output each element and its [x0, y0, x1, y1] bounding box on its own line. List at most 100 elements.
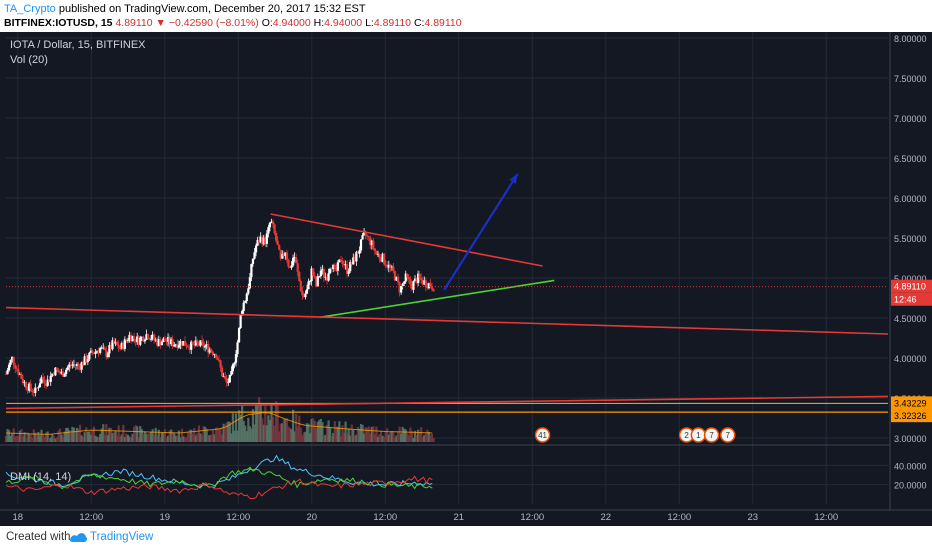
candle-body [374, 249, 376, 251]
candle-body [307, 281, 309, 289]
price-tick-label: 5.50000 [894, 234, 927, 244]
candle-body [238, 328, 240, 342]
candle-body [65, 370, 67, 374]
event-marker-label: 7 [709, 431, 714, 440]
last-price-tag: 4.89110 [894, 282, 926, 292]
tradingview-logo-icon[interactable] [68, 530, 88, 544]
price-tick-label: 3.00000 [894, 434, 927, 444]
candle-body [247, 288, 249, 293]
candle-body [368, 236, 370, 237]
candle-body [30, 384, 32, 390]
candle-body [192, 342, 194, 344]
candle-body [318, 276, 320, 277]
created-with-text: Created with [6, 531, 71, 543]
candle-body [252, 259, 254, 264]
symbol-label: BITFINEX:IOTUSD, 15 [4, 17, 113, 29]
candle-body [267, 227, 269, 233]
candle-body [403, 281, 405, 283]
candle-body [118, 345, 120, 348]
candle-body [50, 376, 52, 382]
tradingview-brand[interactable]: TradingView [90, 531, 153, 543]
volume-bar [432, 438, 434, 442]
candle-body [250, 264, 252, 277]
candle-body [383, 254, 385, 264]
candle-body [91, 351, 93, 354]
candle-body [320, 271, 322, 276]
candle-body [164, 339, 166, 341]
event-marker-label: 1 [696, 431, 701, 440]
candle-body [104, 348, 106, 350]
author-link[interactable]: TA_Crypto [4, 3, 56, 15]
candle-body [94, 352, 96, 354]
candle-body [219, 360, 221, 367]
candle-body [432, 289, 434, 291]
candle-body [272, 221, 274, 224]
candle-body [275, 233, 277, 241]
low-value: 4.89110 [374, 17, 411, 29]
candle-body [230, 371, 232, 375]
last-price: 4.89110 [115, 17, 152, 29]
candle-body [87, 359, 89, 362]
candle-body [253, 252, 255, 258]
price-tick-label: 6.00000 [894, 194, 927, 204]
open-value: 4.94000 [273, 17, 311, 29]
candle-body [184, 341, 186, 345]
candle-body [147, 334, 149, 338]
candle-body [56, 368, 58, 370]
candle-body [409, 279, 411, 284]
candle-body [412, 281, 414, 289]
high-value: 4.94000 [324, 17, 362, 29]
candle-body [204, 346, 206, 347]
price-tick-label: 4.50000 [894, 314, 927, 324]
time-tick-label: 20 [306, 512, 317, 523]
dmi-tick-label: 20.0000 [894, 481, 927, 491]
candle-body [408, 277, 410, 279]
candle-body [233, 363, 235, 365]
candle-body [107, 353, 109, 357]
candle-body [286, 252, 288, 259]
candle-body [5, 374, 7, 375]
support-tag-upper: 3.43229 [894, 398, 927, 408]
candle-body [301, 291, 303, 295]
candle-body [340, 259, 342, 261]
candle-body [127, 340, 129, 341]
dmi-tick-label: 40.0000 [894, 461, 927, 471]
candle-body [226, 379, 228, 383]
price-tick-label: 7.00000 [894, 114, 927, 124]
event-marker-label: 41 [538, 431, 547, 440]
candle-body [429, 283, 431, 286]
candle-body [366, 235, 368, 236]
candle-body [385, 264, 387, 265]
candle-body [337, 262, 339, 271]
event-marker-label: 7 [726, 431, 731, 440]
candle-body [304, 294, 306, 297]
candle-body [397, 277, 399, 282]
candle-body [64, 374, 66, 377]
candle-body [323, 269, 325, 277]
candle-body [244, 301, 246, 303]
candle-body [378, 254, 380, 258]
price-tick-label: 8.00000 [894, 34, 927, 44]
candle-body [13, 357, 15, 365]
candle-body [290, 266, 292, 268]
legend-dmi: DMI (14, 14) [10, 471, 71, 483]
candle-body [372, 241, 374, 249]
chart-header: TA_Crypto published on TradingView.com, … [0, 0, 932, 32]
low-label: L: [365, 17, 374, 29]
time-tick-label: 12:00 [373, 512, 397, 523]
candle-body [25, 382, 27, 388]
event-marker-label: 2 [684, 431, 689, 440]
candle-body [327, 273, 329, 280]
candle-body [277, 241, 279, 245]
candle-body [88, 353, 90, 360]
candle-body [306, 289, 308, 293]
countdown-tag: 12:46 [894, 295, 917, 305]
price-chart[interactable]: 412177 8.000007.500007.000006.500006.000… [0, 32, 932, 526]
candle-body [201, 340, 203, 342]
candle-body [348, 271, 350, 274]
candle-body [77, 364, 79, 366]
high-label: H: [314, 17, 325, 29]
candle-body [334, 265, 336, 268]
candle-body [331, 269, 333, 270]
price-tick-label: 6.50000 [894, 154, 927, 164]
